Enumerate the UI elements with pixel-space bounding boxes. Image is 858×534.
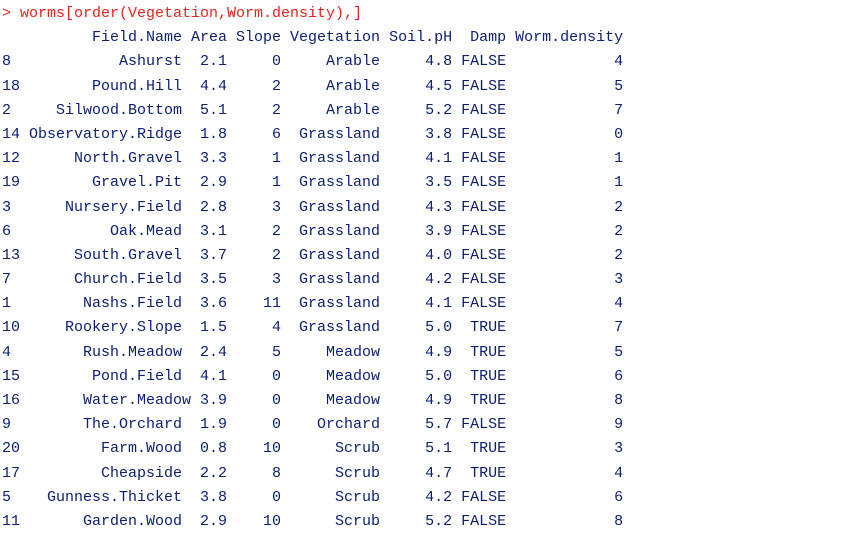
table-header: Field.Name Area Slope Vegetation Soil.pH…	[2, 29, 624, 47]
table-row: 10 Rookery.Slope 1.5 4 Grassland 5.0 TRU…	[2, 319, 624, 337]
table-row: 14 Observatory.Ridge 1.8 6 Grassland 3.8…	[2, 125, 624, 143]
table-row: 16 Water.Meadow 3.9 0 Meadow 4.9 TRUE 8	[2, 392, 624, 409]
table-row: 12 North.Gravel 3.3 1 Grassland 4.1 FALS…	[2, 150, 624, 168]
table-row: 13 South.Gravel 3.7 2 Grassland 4.0 FALS…	[2, 246, 624, 264]
console-command-line: > worms[order(Vegetation,Worm.density),]	[2, 5, 363, 22]
table-row: 7 Church.Field 3.5 3 Grassland 4.2 FALSE…	[2, 271, 624, 289]
table-row: 8 Ashurst 2.1 0 Arable 4.8 FALSE 4	[2, 53, 624, 71]
table-row: 6 Oak.Mead 3.1 2 Grassland 3.9 FALSE 2	[2, 222, 624, 240]
table-row: 5 Gunness.Thicket 3.8 0 Scrub 4.2 FALSE …	[2, 488, 624, 506]
table-row: 18 Pound.Hill 4.4 2 Arable 4.5 FALSE 5	[2, 77, 624, 95]
table-row: 17 Cheapside 2.2 8 Scrub 4.7 TRUE 4	[2, 464, 624, 482]
table-row: 15 Pond.Field 4.1 0 Meadow 5.0 TRUE 6	[2, 367, 624, 385]
table-row: 2 Silwood.Bottom 5.1 2 Arable 5.2 FALSE …	[2, 101, 624, 119]
table-row: 11 Garden.Wood 2.9 10 Scrub 5.2 FALSE 8	[2, 512, 624, 530]
table-row: 4 Rush.Meadow 2.4 5 Meadow 4.9 TRUE 5	[2, 343, 624, 361]
table-row: 19 Gravel.Pit 2.9 1 Grassland 3.5 FALSE …	[2, 174, 624, 192]
table-row: 9 The.Orchard 1.9 0 Orchard 5.7 FALSE 9	[2, 416, 624, 434]
table-row: 20 Farm.Wood 0.8 10 Scrub 5.1 TRUE 3	[2, 440, 624, 458]
table-row: 1 Nashs.Field 3.6 11 Grassland 4.1 FALSE…	[2, 295, 624, 313]
table-row: 3 Nursery.Field 2.8 3 Grassland 4.3 FALS…	[2, 198, 624, 216]
